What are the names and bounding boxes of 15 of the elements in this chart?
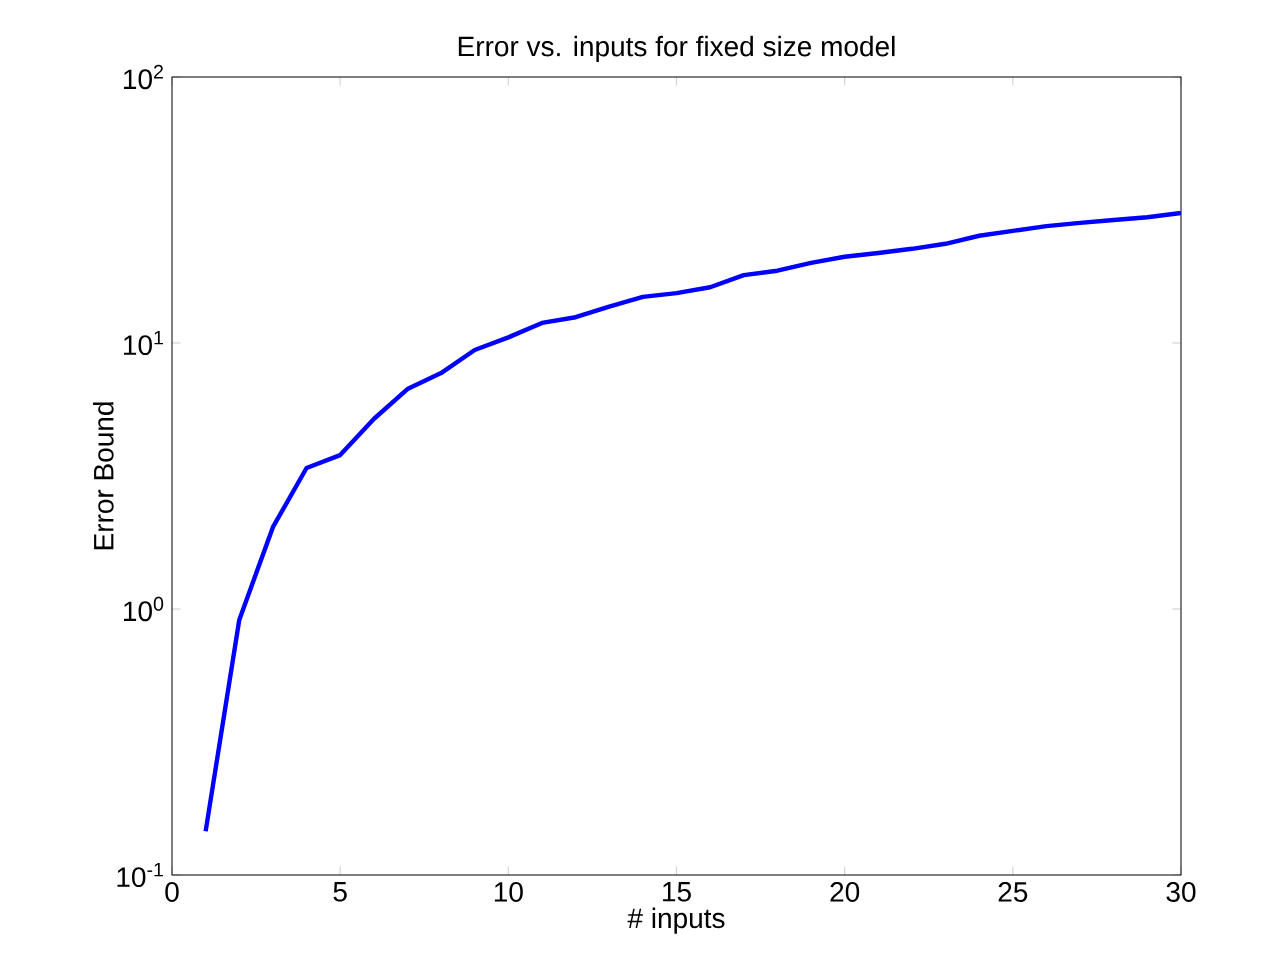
chart-title: Error vs. inputs for fixed size model <box>458 35 895 62</box>
y-tick-label: 10$^{-1}$ <box>117 862 163 888</box>
y-tick-label: 10$^{1}$ <box>124 330 163 356</box>
x-axis-title: # inputs <box>627 907 725 934</box>
x-tick-label: 0 <box>165 882 179 902</box>
y-axis-title: Error Bound <box>93 402 114 550</box>
x-tick-label: 20 <box>830 882 860 902</box>
x-tick-label: 15 <box>663 882 691 902</box>
y-tick-label: 10$^{2}$ <box>124 64 163 90</box>
x-tick-label: 25 <box>998 882 1028 902</box>
x-tick-label: 10 <box>494 882 523 902</box>
x-tick-label: 30 <box>1166 882 1196 902</box>
y-tick-label: 10$^{0}$ <box>124 596 164 622</box>
line-series <box>203 210 1181 834</box>
x-tick-label: 5 <box>333 882 347 902</box>
